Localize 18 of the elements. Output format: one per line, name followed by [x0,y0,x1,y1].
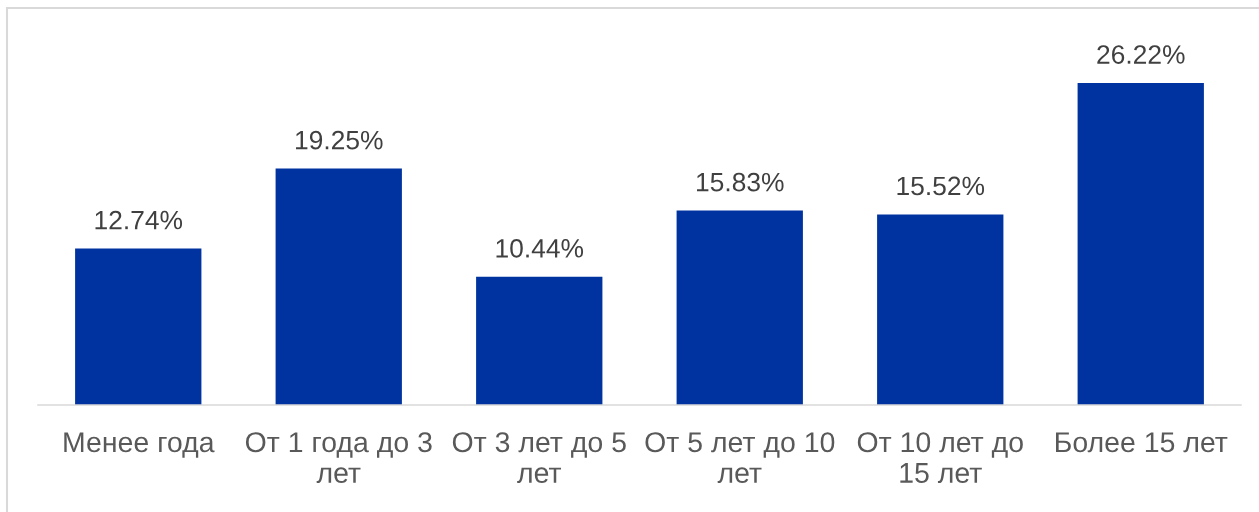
data-label: 10.44% [496,239,584,258]
x-tick-label: От 3 лет до 5 лет [452,432,626,483]
x-tick-label: От 5 лет до 10 лет [645,432,835,483]
bar [476,276,603,405]
x-tick-label: Более 15 лет [1056,432,1228,453]
bar [275,168,402,405]
bar [1077,83,1204,405]
data-label: 15.83% [697,172,784,192]
data-label: 15.52% [897,176,985,196]
x-tick-label: От 10 лет до 15 лет [857,432,1023,483]
data-label: 19.25% [296,130,383,150]
x-tick-label: Менее года [64,432,215,458]
bar [75,248,202,405]
x-tick-label: От 1 года до 3 лет [245,432,432,483]
data-label: 26.22% [1097,45,1185,64]
bar [676,210,803,405]
data-label: 12.74% [95,210,183,230]
bar [877,214,1004,405]
